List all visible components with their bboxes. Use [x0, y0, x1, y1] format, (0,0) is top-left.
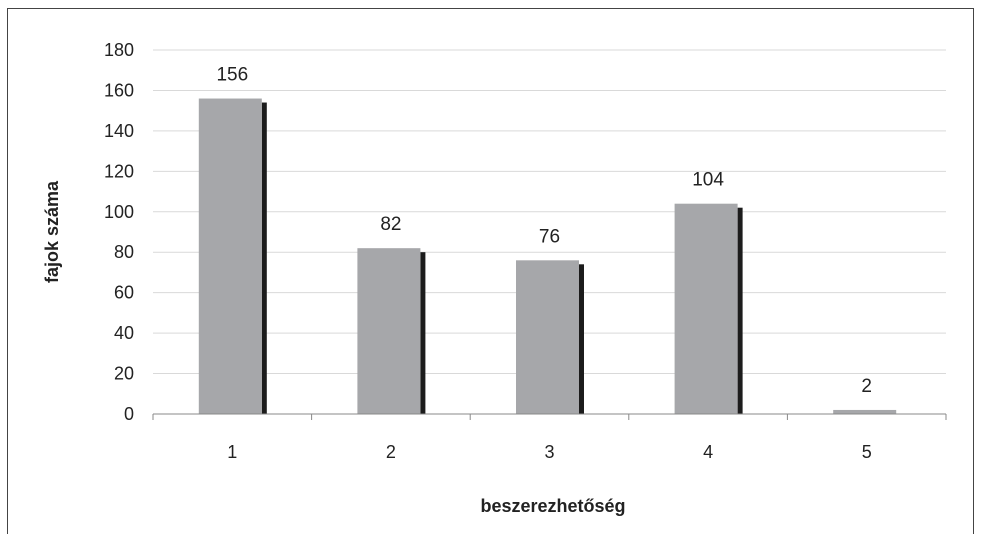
x-tick-label: 4 [703, 442, 713, 462]
y-tick-labels: 0 20 40 60 80 100 120 140 160 180 [104, 40, 134, 424]
y-axis-title: fajok száma [42, 180, 62, 283]
data-labels: 156 82 76 104 2 [216, 65, 872, 397]
bar-shadow [579, 264, 584, 414]
data-label: 2 [861, 376, 872, 397]
x-tick-labels: 1 2 3 4 5 [227, 442, 871, 462]
y-tick-label: 40 [114, 323, 134, 343]
y-tick-label: 20 [114, 364, 134, 384]
y-tick-label: 120 [104, 161, 134, 181]
data-label: 82 [380, 214, 401, 235]
x-tick-label: 3 [544, 442, 554, 462]
data-label: 156 [216, 65, 248, 86]
bar-shadow [420, 252, 426, 414]
bar-shadow [737, 207, 743, 414]
data-label: 104 [692, 170, 724, 191]
bar [357, 248, 421, 414]
x-tick-label: 5 [862, 442, 872, 462]
bar [198, 98, 262, 415]
y-tick-label: 160 [104, 80, 134, 100]
data-label: 76 [539, 226, 560, 247]
gridlines [152, 49, 947, 420]
bars [198, 98, 902, 415]
y-tick-label: 60 [114, 283, 134, 303]
y-tick-label: 80 [114, 242, 134, 262]
bar [674, 203, 738, 414]
bar-shadow [261, 102, 267, 415]
y-tick-label: 180 [104, 40, 134, 60]
bar [833, 409, 897, 414]
x-axis-title: beszerezhetőség [480, 496, 625, 516]
y-tick-label: 0 [124, 404, 134, 424]
y-tick-label: 100 [104, 202, 134, 222]
y-tick-label: 140 [104, 121, 134, 141]
chart-frame [7, 8, 974, 534]
x-tick-label: 1 [227, 442, 237, 462]
x-tick-label: 2 [386, 442, 396, 462]
bar [516, 260, 579, 414]
